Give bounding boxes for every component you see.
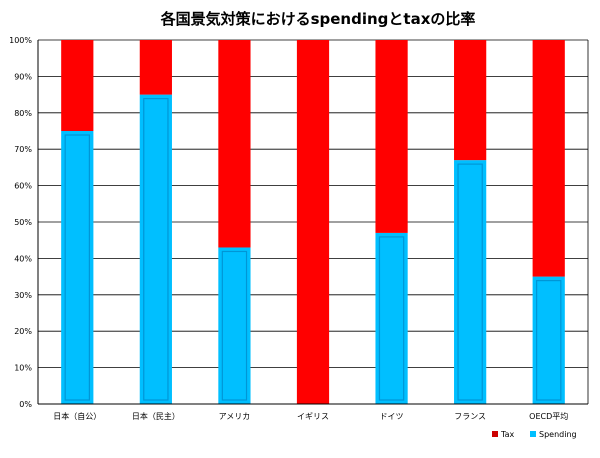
y-axis: 0% 10% 20% 30% 40% 50% 60% 70% 80% 90% 100% [9,36,32,409]
y-tick-label: 40% [14,254,32,263]
y-tick-label: 30% [14,291,32,300]
bar-highlight-1 [143,97,169,401]
bar-spending-0 [61,131,94,404]
bar-spending-5 [454,160,487,404]
bar-spending-6 [532,276,565,404]
y-tick-label: 20% [14,327,32,336]
bar-tax-1 [139,40,172,95]
bar-highlight-0 [64,134,90,401]
axes [37,40,589,405]
y-tick-label: 0% [19,400,32,409]
x-axis: 日本（自公） 日本（民主） アメリカ イギリス ドイツ フランス OECD平均 [53,411,568,421]
bar-tax-0 [61,40,94,131]
bar-highlight-2 [221,250,248,401]
bar-tax-5 [454,40,487,161]
legend: Tax Spending [492,430,577,439]
x-tick-label: イギリス [297,412,329,421]
chart-title: 各国景気対策におけるspendingとtaxの比率 [160,10,476,28]
bar-spending-2 [218,247,251,404]
x-tick-label: OECD平均 [529,411,568,421]
bar-tax-2 [218,40,251,248]
x-tick-label: 日本（民主） [132,411,180,421]
x-tick-label: アメリカ [219,412,251,421]
y-tick-label: 10% [14,364,32,373]
legend-label-tax: Tax [500,430,514,439]
legend-swatch-spending [530,431,536,437]
bar-tax-6 [532,40,565,277]
bar-spending-1 [139,94,172,404]
y-tick-label: 80% [14,109,32,118]
y-tick-label: 70% [14,145,32,154]
legend-label-spending: Spending [539,430,577,439]
bar-tax-3 [296,40,330,404]
bar-tax-4 [375,40,408,233]
x-tick-label: ドイツ [380,412,404,421]
y-tick-label: 100% [9,36,32,45]
y-tick-label: 90% [14,72,32,81]
bar-highlight-5 [457,163,483,401]
bar-highlight-4 [378,236,405,401]
x-tick-label: フランス [454,412,486,421]
bar-spending-4 [375,232,408,404]
bars [61,40,565,404]
x-tick-label: 日本（自公） [53,411,101,421]
y-tick-label: 60% [14,182,32,191]
legend-swatch-tax [492,431,498,437]
y-tick-label: 50% [14,218,32,227]
bar-highlight-6 [536,280,562,401]
